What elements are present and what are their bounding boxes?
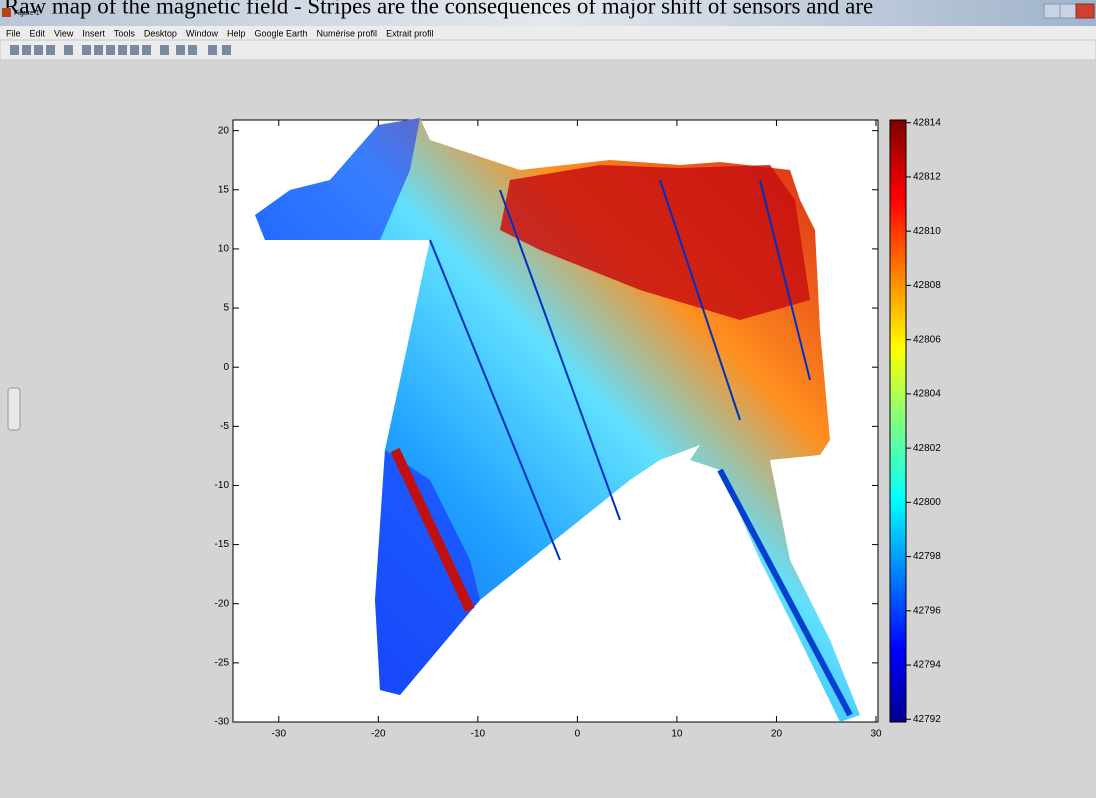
map-stripe xyxy=(429,239,561,561)
x-tick-label: 10 xyxy=(671,729,683,740)
tool-icon[interactable] xyxy=(142,45,151,55)
menu-item[interactable]: Window xyxy=(186,28,219,38)
x-tick-label: -30 xyxy=(272,729,287,740)
y-tick-label: -5 xyxy=(220,421,229,432)
dock-handle[interactable] xyxy=(7,387,21,431)
map-stripe xyxy=(390,447,475,613)
tool-icon[interactable] xyxy=(130,45,139,55)
window-title: Figure 1 xyxy=(14,10,40,17)
tool-icon[interactable] xyxy=(222,45,231,55)
magnetic-map xyxy=(255,118,860,722)
menu-item[interactable]: Edit xyxy=(30,28,46,38)
map-low-zone xyxy=(375,450,480,695)
x-tick-label: -10 xyxy=(471,729,486,740)
map-low-zone xyxy=(255,118,420,240)
toolbar xyxy=(0,39,1096,61)
x-tick-label: 30 xyxy=(870,729,882,740)
tool-icon[interactable] xyxy=(64,45,73,55)
close-button[interactable] xyxy=(1075,3,1095,19)
y-tick-label: 5 xyxy=(223,303,229,314)
y-tick-label: -25 xyxy=(215,658,230,669)
colorbar-tick-label: 42796 xyxy=(913,605,941,616)
colorbar-tick-label: 42804 xyxy=(913,389,941,400)
y-tick-label: -10 xyxy=(215,480,230,491)
colorbar-tick-label: 42812 xyxy=(913,172,941,183)
colorbar-tick-label: 42800 xyxy=(913,497,941,508)
menu-item[interactable]: Extrait profil xyxy=(386,28,434,38)
y-tick-label: 15 xyxy=(218,184,230,195)
tool-icon[interactable] xyxy=(176,45,185,55)
minimize-button[interactable] xyxy=(1043,3,1061,19)
menu-item[interactable]: Numérise profil xyxy=(317,28,378,38)
toolbar-icons xyxy=(10,45,231,55)
title-bar xyxy=(0,0,1096,26)
menu-item[interactable]: Tools xyxy=(114,28,136,38)
colorbar-tick-label: 42806 xyxy=(913,334,941,345)
x-tick-label: 0 xyxy=(575,729,581,740)
tool-icon[interactable] xyxy=(22,45,31,55)
tool-icon[interactable] xyxy=(118,45,127,55)
map-stripe xyxy=(499,189,621,521)
y-tick-label: 20 xyxy=(218,125,230,136)
x-tick-label: -20 xyxy=(371,729,386,740)
colorbar-tick-label: 42810 xyxy=(913,226,941,237)
colorbar-tick-label: 42802 xyxy=(913,443,941,454)
tool-icon[interactable] xyxy=(188,45,197,55)
menu-item[interactable]: View xyxy=(54,28,74,38)
menu-item[interactable]: Help xyxy=(227,28,246,38)
x-tick-label: 20 xyxy=(771,729,783,740)
map-high-zone xyxy=(500,165,810,320)
tool-icon[interactable] xyxy=(208,45,217,55)
y-tick-label: 10 xyxy=(218,244,230,255)
menu-item[interactable]: Insert xyxy=(82,28,105,38)
colorbar-tick-label: 42794 xyxy=(913,660,941,671)
caption: Raw map of the magnetic field - Stripes … xyxy=(4,0,873,18)
map-stripe xyxy=(717,468,853,717)
colorbar-tick-label: 42808 xyxy=(913,280,941,291)
y-tick-label: -15 xyxy=(215,539,230,550)
y-tick-label: -20 xyxy=(215,598,230,609)
tool-icon[interactable] xyxy=(34,45,43,55)
tool-icon[interactable] xyxy=(10,45,19,55)
y-tick-label: -30 xyxy=(215,717,230,728)
map-stripe xyxy=(659,179,741,421)
tool-icon[interactable] xyxy=(94,45,103,55)
tool-icon[interactable] xyxy=(106,45,115,55)
colorbar-tick-label: 42798 xyxy=(913,551,941,562)
menu-bar xyxy=(0,26,1096,40)
app-icon xyxy=(2,8,11,17)
map-stripe xyxy=(759,179,811,381)
y-tick-label: 0 xyxy=(223,362,229,373)
tool-icon[interactable] xyxy=(82,45,91,55)
tool-icon[interactable] xyxy=(46,45,55,55)
colorbar-tick-label: 42814 xyxy=(913,117,941,128)
menu-item[interactable]: Desktop xyxy=(144,28,177,38)
menu-item[interactable]: Google Earth xyxy=(254,28,307,38)
colorbar-tick-label: 42792 xyxy=(913,714,941,725)
colorbar xyxy=(889,119,907,723)
maximize-button[interactable] xyxy=(1059,3,1077,19)
tool-icon[interactable] xyxy=(160,45,169,55)
menu-item[interactable]: File xyxy=(6,28,21,38)
